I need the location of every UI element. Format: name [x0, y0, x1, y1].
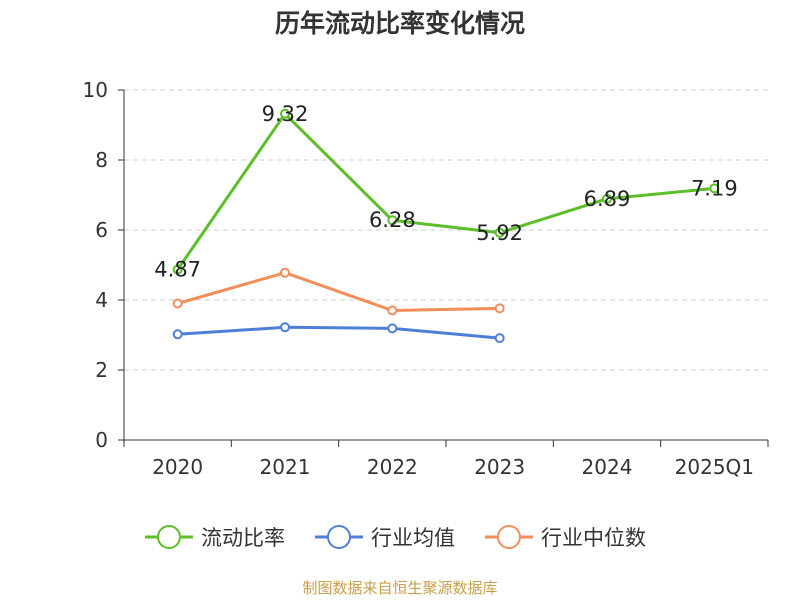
y-tick-label: 4	[95, 288, 108, 312]
data-point	[387, 215, 398, 226]
y-tick-label: 6	[95, 218, 108, 242]
axes: 0 2 4 6 8 10 2020 2021 2022 2023 2024 2025Q1	[83, 78, 769, 479]
data-point	[494, 303, 505, 314]
chart-title: 历年流动比率变化情况	[274, 9, 525, 38]
legend-marker-2	[497, 525, 521, 549]
legend: 流动比率 行业均值 行业中位数	[145, 525, 646, 550]
data-point	[280, 267, 290, 278]
y-tick-label: 10	[83, 78, 108, 102]
y-tick-label: 0	[95, 428, 108, 452]
data-label: 4.87	[154, 258, 201, 282]
series-line-1	[177, 325, 500, 340]
data-point	[172, 329, 183, 340]
data-point	[494, 333, 505, 344]
data-point	[709, 183, 720, 194]
legend-label-1: 行业均值	[371, 526, 455, 550]
data-point	[387, 305, 398, 316]
data-point	[172, 264, 183, 275]
grid-lines	[124, 89, 768, 371]
legend-label-2: 行业中位数	[541, 526, 646, 550]
data-label: 7.19	[691, 176, 738, 200]
series-line-0	[176, 112, 715, 271]
source-note: 制图数据来自恒生聚源数据库	[302, 579, 498, 597]
x-tick-label: 2020	[152, 455, 203, 479]
data-label: 9.32	[262, 102, 309, 126]
series-line-2	[177, 271, 500, 312]
data-labels: 4.87 9.32 6.28 5.92 6.89 7.19	[154, 102, 737, 282]
legend-marker-0	[157, 525, 181, 549]
series-lines	[172, 108, 720, 344]
x-tick-label: 2024	[582, 455, 633, 479]
legend-label-0: 流动比率	[201, 526, 285, 550]
data-point	[172, 298, 183, 309]
data-point	[280, 322, 290, 333]
data-point	[387, 323, 398, 334]
x-tick-label: 2021	[260, 455, 311, 479]
data-point	[602, 193, 612, 204]
y-tick-label: 2	[95, 358, 108, 382]
x-tick-label: 2023	[474, 455, 525, 479]
data-point	[280, 108, 290, 119]
data-label: 6.28	[369, 208, 416, 232]
x-tick-label: 2022	[367, 455, 418, 479]
data-point	[494, 227, 505, 238]
x-tick-label: 2025Q1	[675, 455, 754, 479]
y-tick-label: 8	[95, 148, 108, 172]
data-label: 6.89	[584, 187, 631, 211]
legend-marker-1	[327, 525, 351, 549]
data-label: 5.92	[476, 221, 523, 245]
